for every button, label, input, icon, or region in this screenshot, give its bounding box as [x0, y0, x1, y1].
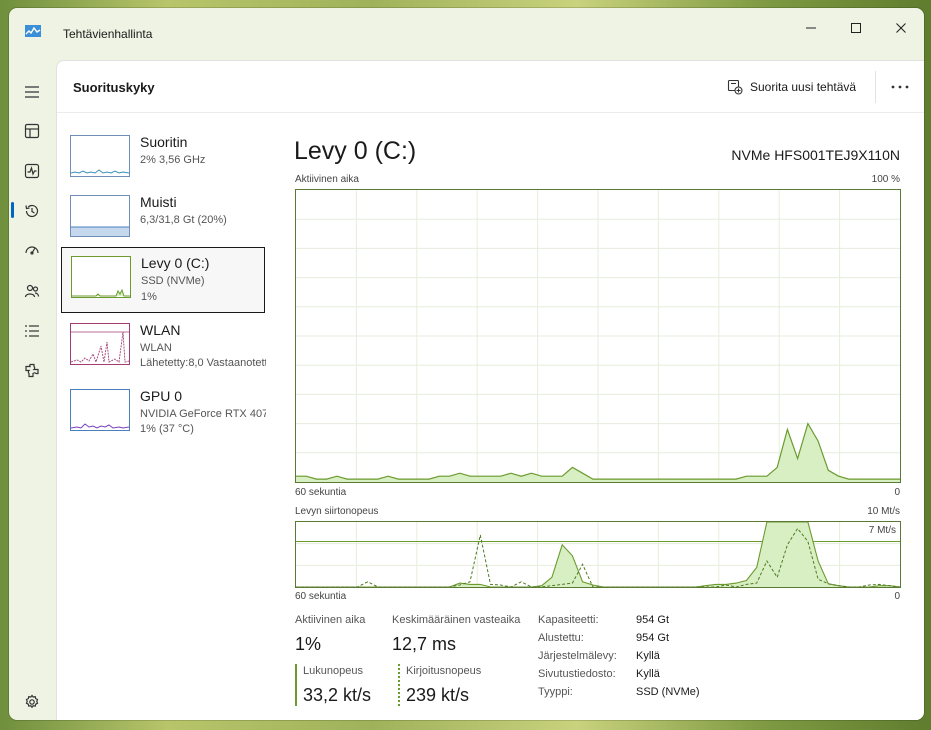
device-name: Suoritin: [140, 134, 188, 150]
device-detail: 6,3/31,8 Gt (20%): [140, 214, 227, 226]
capacity-value: 954 Gt: [636, 614, 670, 626]
transfer-rate-graph-zero: 0: [894, 591, 900, 602]
gpu-thumbnail-graph: [70, 389, 130, 431]
page-file-value: Kyllä: [636, 668, 660, 680]
read-speed-label: Lukunopeus: [303, 665, 363, 677]
more-options-button[interactable]: [887, 75, 913, 99]
system-disk-value: Kyllä: [636, 650, 660, 662]
hamburger-menu-icon: [25, 86, 39, 98]
page-file-label: Sivutustiedosto:: [538, 668, 616, 680]
device-throughput: Lähetetty:8,0 Vastaanotettu: [140, 357, 266, 369]
nav-item-app-history[interactable]: [17, 196, 47, 226]
transfer-rate-chart: [296, 521, 901, 588]
task-manager-window: Tehtävienhallinta: [9, 8, 924, 720]
device-item-gpu[interactable]: GPU 0 NVIDIA GeForce RTX 4070 1% (37 °C): [61, 381, 266, 447]
page-header: Suorituskyky Suorita uusi tehtävä: [57, 61, 924, 113]
transfer-rate-graph: 7 Mt/s: [295, 521, 901, 588]
active-time-label: Aktiivinen aika: [295, 614, 366, 626]
active-time-graph-time-label: 60 sekuntia: [295, 487, 347, 498]
avg-response-label: Keskimääräinen vasteaika: [392, 614, 521, 626]
write-speed-value: 239 kt/s: [406, 685, 470, 705]
disk-thumbnail-graph: [71, 256, 131, 298]
navigation-rail: [9, 56, 55, 720]
minimize-icon: [806, 27, 816, 29]
active-time-graph-label: Aktiivinen aika: [295, 174, 359, 185]
transfer-rate-graph-label: Levyn siirtonopeus: [295, 506, 379, 517]
run-new-task-icon: [727, 79, 743, 95]
device-detail: NVIDIA GeForce RTX 4070: [140, 408, 266, 420]
active-time-value: 1%: [295, 634, 322, 654]
page-title: Suorituskyky: [73, 80, 155, 95]
transfer-rate-line-label: 7 Mt/s: [868, 525, 896, 536]
nav-item-processes[interactable]: [17, 116, 47, 146]
device-detail: WLAN: [140, 342, 172, 354]
device-item-cpu[interactable]: Suoritin 2% 3,56 GHz: [61, 127, 265, 193]
read-speed-area: [296, 522, 900, 587]
read-speed-indicator: [295, 664, 297, 706]
device-name: WLAN: [140, 322, 181, 338]
nav-item-settings[interactable]: [17, 687, 47, 717]
write-speed-indicator: [398, 664, 400, 706]
device-usage: 1%: [141, 291, 157, 303]
transfer-rate-graph-time-label: 60 sekuntia: [295, 591, 347, 602]
device-detail: SSD (NVMe): [141, 275, 205, 287]
device-item-disk[interactable]: Levy 0 (C:) SSD (NVMe) 1%: [61, 247, 265, 313]
processes-icon: [24, 123, 40, 139]
run-new-task-label: Suorita uusi tehtävä: [750, 80, 857, 94]
wlan-thumbnail-graph: [70, 323, 130, 365]
cpu-thumbnail-graph: [70, 135, 130, 177]
nav-item-users[interactable]: [17, 276, 47, 306]
device-detail: 2% 3,56 GHz: [140, 154, 206, 166]
nav-item-startup-apps[interactable]: [17, 236, 47, 266]
write-speed-label: Kirjoitusnopeus: [406, 665, 482, 677]
formatted-label: Alustettu:: [538, 632, 584, 644]
active-time-line: [296, 422, 900, 480]
device-name: GPU 0: [140, 388, 183, 404]
active-time-graph-zero: 0: [894, 487, 900, 498]
settings-icon: [25, 694, 39, 709]
run-new-task-button[interactable]: Suorita uusi tehtävä: [727, 75, 856, 99]
startup-apps-icon: [25, 246, 39, 255]
nav-item-details[interactable]: [17, 316, 47, 346]
device-item-memory[interactable]: Muisti 6,3/31,8 Gt (20%): [61, 187, 265, 253]
device-usage: 1% (37 °C): [140, 423, 194, 435]
minimize-button[interactable]: [789, 14, 833, 42]
maximize-icon: [851, 23, 861, 33]
app-history-icon: [25, 204, 39, 218]
selected-nav-indicator: [11, 202, 14, 218]
nav-menu-toggle[interactable]: [17, 77, 47, 107]
read-speed-value: 33,2 kt/s: [303, 685, 372, 705]
performance-icon: [24, 163, 40, 179]
details-icon: [25, 325, 39, 337]
services-icon: [25, 363, 39, 378]
active-time-graph-max: 100 %: [871, 174, 900, 185]
device-name: Levy 0 (C:): [141, 255, 210, 271]
type-label: Tyyppi:: [538, 686, 573, 698]
header-divider: [875, 71, 876, 103]
active-time-graph: [295, 189, 901, 483]
active-time-chart: [296, 190, 900, 482]
memory-thumbnail-graph: [70, 195, 130, 237]
device-item-wlan[interactable]: WLAN WLAN Lähetetty:8,0 Vastaanotettu: [61, 315, 266, 381]
avg-response-value: 12,7 ms: [392, 634, 457, 654]
type-value: SSD (NVMe): [636, 686, 700, 698]
window-title: Tehtävienhallinta: [63, 27, 153, 41]
device-name: Muisti: [140, 194, 177, 210]
transfer-rate-graph-max: 10 Mt/s: [867, 506, 900, 517]
detail-title: Levy 0 (C:): [294, 137, 417, 165]
users-icon: [24, 284, 40, 298]
formatted-value: 954 Gt: [636, 632, 670, 644]
close-button[interactable]: [879, 14, 923, 42]
title-bar[interactable]: Tehtävienhallinta: [9, 8, 924, 56]
more-options-icon: [891, 85, 909, 89]
capacity-label: Kapasiteetti:: [538, 614, 599, 626]
maximize-button[interactable]: [834, 14, 878, 42]
nav-item-performance[interactable]: [17, 156, 47, 186]
system-disk-label: Järjestelmälevy:: [538, 650, 617, 662]
task-manager-app-icon: [25, 25, 41, 37]
disk-model: NVMe HFS001TEJ9X110N: [731, 147, 900, 163]
close-icon: [896, 23, 906, 33]
nav-item-services[interactable]: [17, 356, 47, 386]
performance-panel: Suorituskyky Suorita uusi tehtävä Suorit…: [56, 60, 924, 720]
